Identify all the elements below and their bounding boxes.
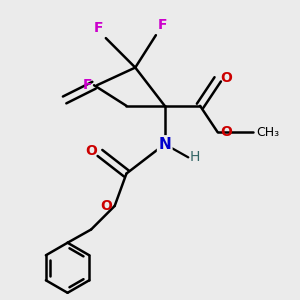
Text: O: O (85, 145, 97, 158)
Text: O: O (221, 125, 232, 139)
Text: N: N (158, 136, 171, 152)
Text: F: F (83, 78, 93, 92)
Text: CH₃: CH₃ (256, 126, 279, 139)
Text: O: O (221, 71, 232, 85)
Text: F: F (158, 18, 167, 32)
Text: H: H (190, 150, 200, 164)
Text: F: F (93, 21, 103, 35)
Text: O: O (100, 199, 112, 213)
